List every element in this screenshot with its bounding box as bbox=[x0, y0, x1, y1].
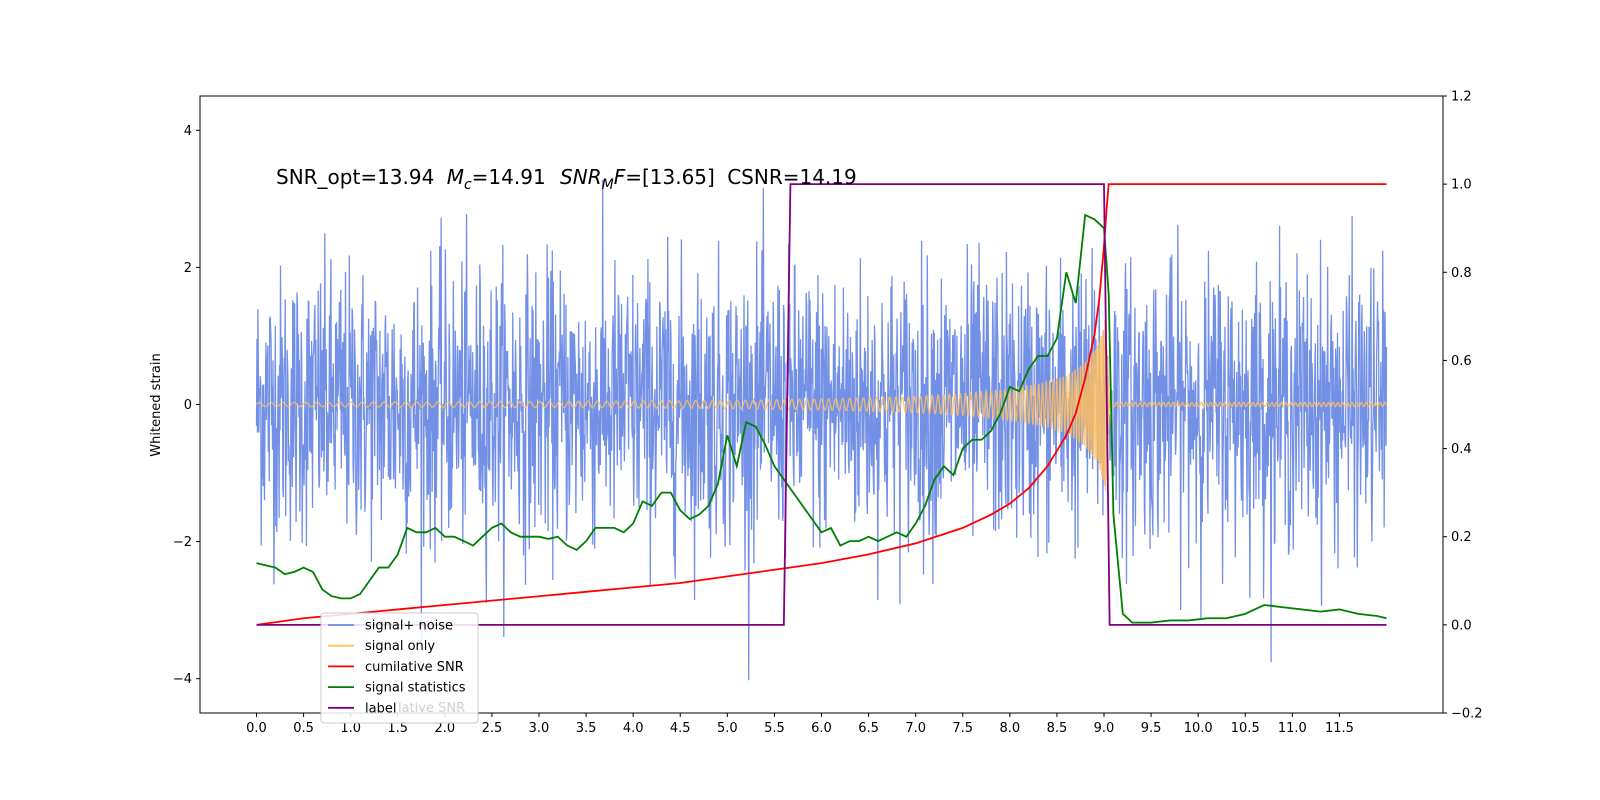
x-tick-label: 8.5 bbox=[1047, 721, 1068, 736]
legend-entry-label: cumilative SNR bbox=[365, 660, 464, 675]
y-right-tick-label: 0.8 bbox=[1451, 266, 1472, 281]
legend-items: signal+ noise signal only cumilative SNR si… bbox=[328, 619, 466, 716]
x-tick-label: 10.5 bbox=[1231, 721, 1260, 736]
x-tick-label: 6.5 bbox=[858, 721, 879, 736]
x-tick-label: 1.5 bbox=[387, 721, 408, 736]
x-tick-label: 7.5 bbox=[952, 721, 973, 736]
x-tick-label: 0.5 bbox=[293, 721, 314, 736]
x-tick-label: 4.5 bbox=[670, 721, 691, 736]
legend-ghost-text: lative SNR bbox=[398, 701, 465, 716]
series-line-signal-only bbox=[256, 319, 1388, 491]
x-tick-label: 11.0 bbox=[1278, 721, 1307, 736]
x-tick-label: 7.0 bbox=[905, 721, 926, 736]
annotation-snr-opt: SNR_opt=13.94 bbox=[276, 165, 434, 189]
x-tick-label: 8.0 bbox=[999, 721, 1020, 736]
x-tick-label: 4.0 bbox=[623, 721, 644, 736]
y-left-tick-label: 2 bbox=[184, 261, 192, 276]
x-tick-label: 3.0 bbox=[529, 721, 550, 736]
x-tick-label: 10.0 bbox=[1184, 721, 1213, 736]
series-line-signal-noise bbox=[255, 179, 1388, 681]
y-right-tick-label: −0.2 bbox=[1451, 707, 1483, 722]
y-axis-left-label: Whitened strain bbox=[149, 353, 164, 456]
x-tick-label: 5.0 bbox=[717, 721, 738, 736]
y-left-tick-label: 4 bbox=[184, 124, 192, 139]
series-layer bbox=[255, 179, 1388, 681]
y-right-tick-label: 0.4 bbox=[1451, 442, 1472, 457]
legend-entry-label: signal+ noise bbox=[365, 619, 453, 634]
annotation-snrmf-value: =[13.65] bbox=[625, 165, 715, 189]
annotation-snrmf-symbol: SNR bbox=[560, 165, 602, 189]
x-tick-label: 9.5 bbox=[1141, 721, 1162, 736]
y-axis-right-ticks: 1.2 1.0 0.8 0.6 0.4 0.2 0.0 −0.2 bbox=[1443, 90, 1483, 722]
x-tick-label: 0.0 bbox=[246, 721, 267, 736]
x-tick-label: 11.5 bbox=[1325, 721, 1354, 736]
x-tick-label: 2.0 bbox=[434, 721, 455, 736]
annotation-csnr: CSNR=14.19 bbox=[727, 165, 857, 189]
annotation-snrmf-sub: M bbox=[602, 177, 614, 193]
x-axis-ticks: 0.0 0.5 1.0 1.5 2.0 2.5 3.0 3.5 4.0 4.5 5.0 5.5 6.0 6… bbox=[246, 713, 1354, 736]
series-line-label bbox=[256, 183, 1387, 626]
x-tick-label: 2.5 bbox=[482, 721, 503, 736]
series-line-cumulative-snr bbox=[256, 183, 1387, 626]
y-left-tick-label: 0 bbox=[184, 398, 192, 413]
y-axis-left-ticks: 4 2 0 −2 −4 bbox=[173, 124, 200, 687]
y-left-tick-label: −4 bbox=[173, 672, 192, 687]
annotation-mc-sub: c bbox=[464, 177, 472, 193]
legend: lative SNR signal+ noise signal only cumil… bbox=[320, 612, 479, 724]
x-tick-label: 1.0 bbox=[340, 721, 361, 736]
legend-box bbox=[320, 612, 479, 724]
annotation-snrmf-f: F bbox=[614, 165, 626, 189]
annotation-mc-value: =14.91 bbox=[472, 165, 546, 189]
y-right-tick-label: 0.2 bbox=[1451, 530, 1472, 545]
y-right-tick-label: 0.0 bbox=[1451, 618, 1472, 633]
y-right-tick-label: 1.0 bbox=[1451, 178, 1472, 193]
legend-entry-label: signal statistics bbox=[365, 681, 466, 696]
annotation-mc-symbol: M bbox=[447, 165, 464, 189]
legend-entry-label: signal only bbox=[365, 639, 435, 654]
x-tick-label: 5.5 bbox=[764, 721, 785, 736]
chart-annotation: SNR_opt=13.94 Mc=14.91 SNRMF=[13.65] CSN… bbox=[276, 165, 857, 193]
legend-entry-label: label bbox=[365, 701, 396, 716]
y-right-tick-label: 1.2 bbox=[1451, 90, 1472, 105]
y-right-tick-label: 0.6 bbox=[1451, 354, 1472, 369]
x-tick-label: 9.0 bbox=[1094, 721, 1115, 736]
y-left-tick-label: −2 bbox=[173, 535, 192, 550]
x-tick-label: 6.0 bbox=[811, 721, 832, 736]
x-tick-label: 3.5 bbox=[576, 721, 597, 736]
